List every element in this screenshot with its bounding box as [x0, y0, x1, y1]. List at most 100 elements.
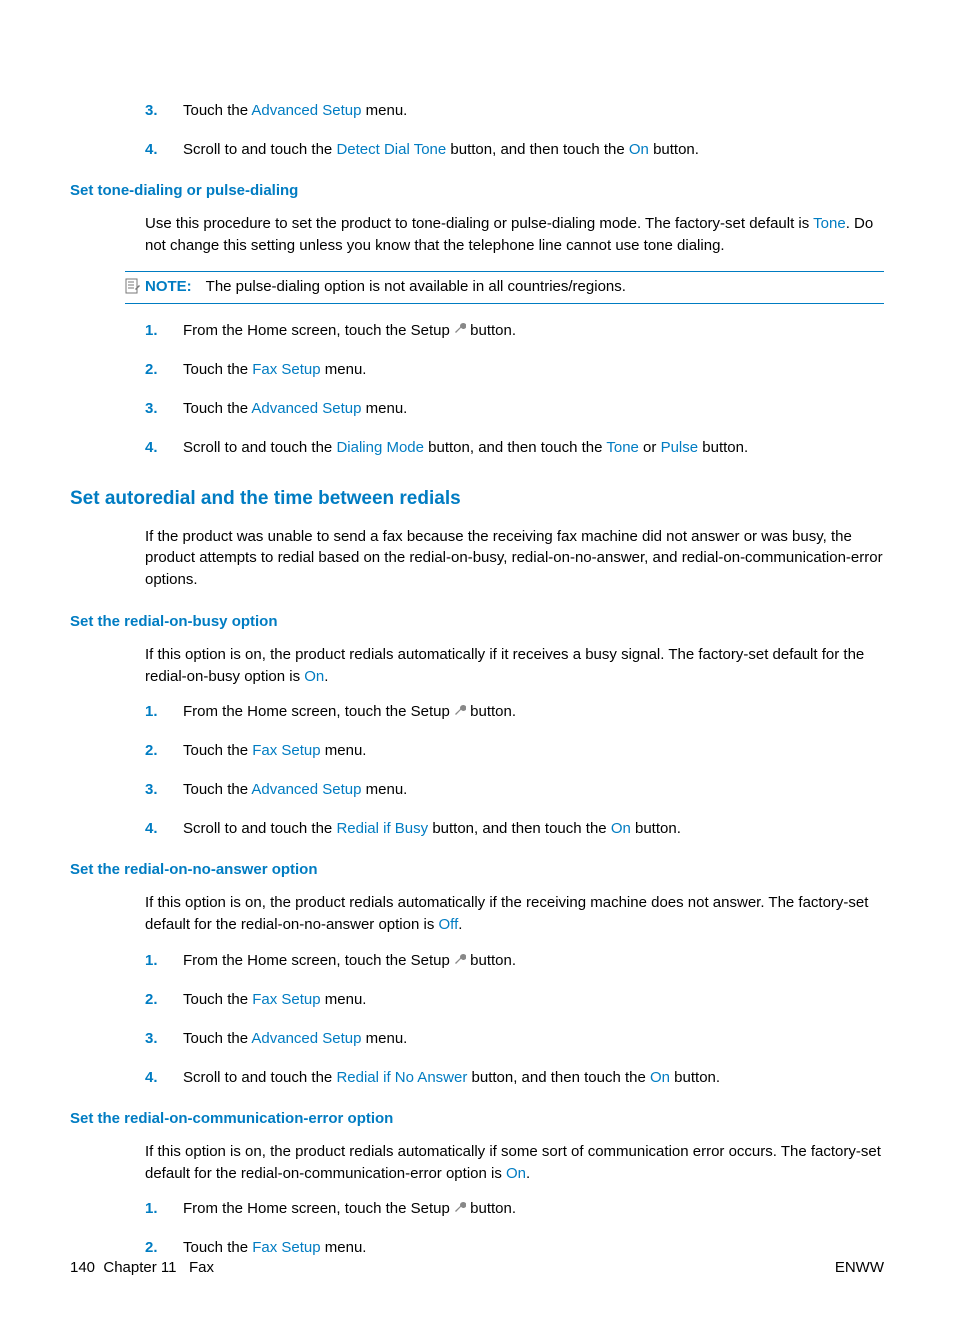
list-text: Scroll to and touch the Dialing Mode but… — [183, 437, 884, 458]
list-item: 2. Touch the Fax Setup menu. — [145, 359, 884, 380]
list-item: 1. From the Home screen, touch the Setup… — [145, 320, 884, 341]
list-item: 4. Scroll to and touch the Redial if No … — [145, 1067, 884, 1088]
list-number: 2. — [145, 989, 183, 1010]
list-item: 4. Scroll to and touch the Detect Dial T… — [145, 139, 884, 160]
list-item: 2. Touch the Fax Setup menu. — [145, 989, 884, 1010]
ui-reference: Fax Setup — [252, 991, 320, 1008]
ui-reference: Off — [439, 916, 459, 933]
ui-reference: On — [304, 668, 324, 685]
list-text: Touch the Advanced Setup menu. — [183, 100, 884, 121]
note-text: The pulse-dialing option is not availabl… — [206, 278, 626, 295]
subsection-heading-tone-dialing: Set tone-dialing or pulse-dialing — [70, 182, 884, 199]
ui-reference: Redial if No Answer — [336, 1069, 467, 1086]
list-number: 4. — [145, 437, 183, 458]
list-item: 2. Touch the Fax Setup menu. — [145, 740, 884, 761]
list-item: 1. From the Home screen, touch the Setup… — [145, 701, 884, 722]
ui-reference: Detect Dial Tone — [336, 141, 446, 158]
note-content: NOTE: The pulse-dialing option is not ava… — [145, 278, 626, 295]
list-text: Touch the Advanced Setup menu. — [183, 1028, 884, 1049]
list-number: 2. — [145, 740, 183, 761]
list-item: 3. Touch the Advanced Setup menu. — [145, 1028, 884, 1049]
ui-reference: On — [650, 1069, 670, 1086]
steps-list-commerror: 1. From the Home screen, touch the Setup… — [145, 1198, 884, 1258]
document-page: 3. Touch the Advanced Setup menu. 4. Scr… — [0, 0, 954, 1336]
list-number: 3. — [145, 100, 183, 121]
ui-reference: Advanced Setup — [251, 1030, 361, 1047]
footer-left: 140 Chapter 11 Fax — [70, 1259, 214, 1276]
chapter-label: Chapter 11 — [103, 1259, 176, 1276]
list-text: Scroll to and touch the Redial if Busy b… — [183, 818, 884, 839]
ui-reference: Redial if Busy — [336, 820, 428, 837]
paragraph: If this option is on, the product redial… — [145, 892, 884, 936]
top-continuing-list: 3. Touch the Advanced Setup menu. 4. Scr… — [145, 100, 884, 160]
list-item: 3. Touch the Advanced Setup menu. — [145, 779, 884, 800]
wrench-icon — [454, 952, 466, 970]
note-icon — [125, 278, 145, 297]
list-number: 3. — [145, 1028, 183, 1049]
paragraph: If this option is on, the product redial… — [145, 1141, 884, 1185]
list-text: From the Home screen, touch the Setup bu… — [183, 1198, 884, 1219]
subsection-heading-redial-noanswer: Set the redial-on-no-answer option — [70, 861, 884, 878]
ui-reference: Tone — [813, 215, 846, 232]
note-callout: NOTE: The pulse-dialing option is not ava… — [125, 271, 884, 304]
steps-list-tone: 1. From the Home screen, touch the Setup… — [145, 320, 884, 458]
ui-reference: Advanced Setup — [251, 400, 361, 417]
wrench-icon — [454, 1200, 466, 1218]
list-number: 4. — [145, 1067, 183, 1088]
list-text: From the Home screen, touch the Setup bu… — [183, 950, 884, 971]
wrench-icon — [454, 321, 466, 339]
section-heading-autoredial: Set autoredial and the time between redi… — [70, 488, 884, 510]
list-item: 3. Touch the Advanced Setup menu. — [145, 398, 884, 419]
list-item: 3. Touch the Advanced Setup menu. — [145, 100, 884, 121]
ui-reference: Dialing Mode — [336, 439, 424, 456]
list-number: 3. — [145, 398, 183, 419]
subsection-heading-redial-commerror: Set the redial-on-communication-error op… — [70, 1110, 884, 1127]
list-text: Touch the Fax Setup menu. — [183, 989, 884, 1010]
list-number: 2. — [145, 1237, 183, 1258]
paragraph: If this option is on, the product redial… — [145, 644, 884, 688]
list-text: Scroll to and touch the Redial if No Ans… — [183, 1067, 884, 1088]
ui-reference: Fax Setup — [252, 361, 320, 378]
list-item: 1. From the Home screen, touch the Setup… — [145, 1198, 884, 1219]
ui-reference: Fax Setup — [252, 742, 320, 759]
ui-reference: Advanced Setup — [251, 781, 361, 798]
list-item: 4. Scroll to and touch the Dialing Mode … — [145, 437, 884, 458]
ui-reference: Fax Setup — [252, 1239, 320, 1256]
list-number: 4. — [145, 818, 183, 839]
list-number: 1. — [145, 701, 183, 722]
list-number: 1. — [145, 1198, 183, 1219]
list-item: 2. Touch the Fax Setup menu. — [145, 1237, 884, 1258]
ui-reference: On — [506, 1165, 526, 1182]
list-number: 4. — [145, 139, 183, 160]
list-text: Touch the Advanced Setup menu. — [183, 779, 884, 800]
list-text: Touch the Advanced Setup menu. — [183, 398, 884, 419]
list-text: From the Home screen, touch the Setup bu… — [183, 701, 884, 722]
steps-list-noanswer: 1. From the Home screen, touch the Setup… — [145, 950, 884, 1088]
ui-reference: On — [629, 141, 649, 158]
page-footer: 140 Chapter 11 Fax ENWW — [70, 1259, 884, 1276]
list-number: 2. — [145, 359, 183, 380]
footer-right: ENWW — [835, 1259, 884, 1276]
list-number: 1. — [145, 320, 183, 341]
paragraph: If the product was unable to send a fax … — [145, 526, 884, 591]
list-text: Touch the Fax Setup menu. — [183, 740, 884, 761]
ui-reference: Pulse — [661, 439, 699, 456]
list-text: Scroll to and touch the Detect Dial Tone… — [183, 139, 884, 160]
list-text: Touch the Fax Setup menu. — [183, 359, 884, 380]
ui-reference: On — [611, 820, 631, 837]
chapter-title: Fax — [189, 1259, 214, 1276]
list-text: From the Home screen, touch the Setup bu… — [183, 320, 884, 341]
subsection-heading-redial-busy: Set the redial-on-busy option — [70, 613, 884, 630]
page-number: 140 — [70, 1259, 95, 1276]
steps-list-busy: 1. From the Home screen, touch the Setup… — [145, 701, 884, 839]
ui-reference: Advanced Setup — [251, 102, 361, 119]
list-text: Touch the Fax Setup menu. — [183, 1237, 884, 1258]
list-number: 1. — [145, 950, 183, 971]
ui-reference: Tone — [606, 439, 639, 456]
list-number: 3. — [145, 779, 183, 800]
list-item: 1. From the Home screen, touch the Setup… — [145, 950, 884, 971]
list-item: 4. Scroll to and touch the Redial if Bus… — [145, 818, 884, 839]
paragraph: Use this procedure to set the product to… — [145, 213, 884, 257]
wrench-icon — [454, 703, 466, 721]
note-label: NOTE: — [145, 278, 192, 295]
